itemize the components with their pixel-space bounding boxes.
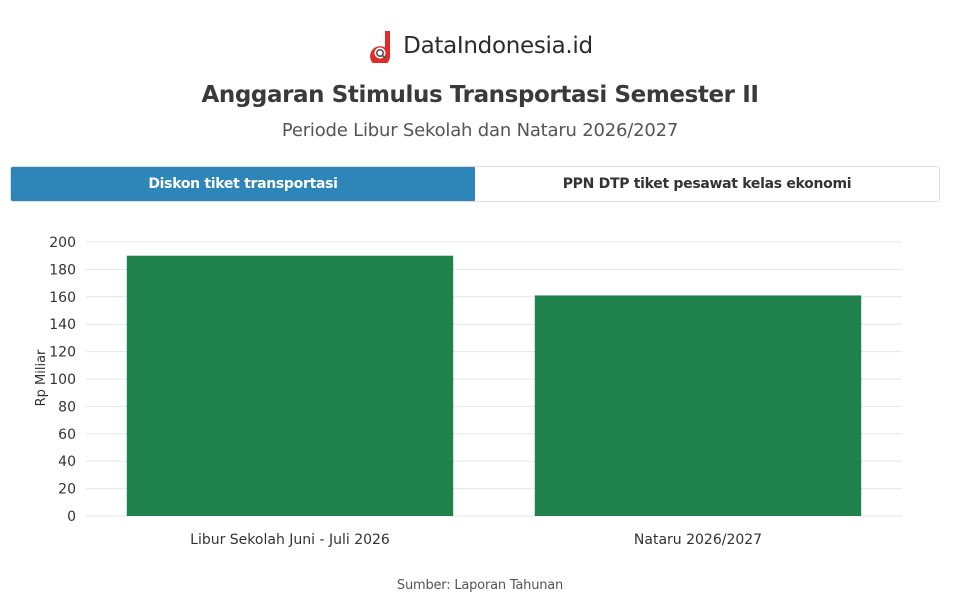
chart-tabs: Diskon tiket transportasi PPN DTP tiket … [10,166,940,202]
y-tick-label: 120 [49,345,76,361]
y-tick-label: 160 [49,290,76,306]
y-tick-label: 100 [49,372,76,388]
y-tick-label: 60 [58,427,76,443]
tab-ppn-dtp[interactable]: PPN DTP tiket pesawat kelas ekonomi [475,167,939,201]
chart-subtitle: Periode Libur Sekolah dan Nataru 2026/20… [281,120,679,141]
y-tick-label: 40 [58,454,76,470]
bars [126,255,862,516]
bar[interactable] [534,295,862,516]
brand-name: DataIndonesia.id [403,33,593,59]
x-tick-label: Nataru 2026/2027 [634,532,762,548]
brand-logo: DataIndonesia.id [0,26,960,66]
source-note: Sumber: Laporan Tahunan [396,578,564,593]
bar-chart: 0 20 40 60 80 100 120 140 160 180 200 Libur Sekola… [34,235,902,548]
y-tick-label: 80 [58,399,76,415]
y-axis-ticks: 0 20 40 60 80 100 120 140 160 180 200 [49,235,76,525]
y-tick-label: 20 [58,482,76,498]
y-tick-label: 0 [67,509,76,525]
bar[interactable] [126,255,454,516]
dataindonesia-logo-icon [370,31,391,63]
y-tick-label: 180 [49,262,76,278]
chart-title: Anggaran Stimulus Transportasi Semester … [201,82,759,108]
x-tick-label: Libur Sekolah Juni - Juli 2026 [190,532,390,548]
y-tick-label: 200 [49,235,76,251]
y-axis-label: Rp Miliar [34,349,49,406]
y-tick-label: 140 [49,317,76,333]
tab-diskon-tiket[interactable]: Diskon tiket transportasi [11,167,475,201]
x-axis-ticks: Libur Sekolah Juni - Juli 2026 Nataru 202… [190,532,762,548]
